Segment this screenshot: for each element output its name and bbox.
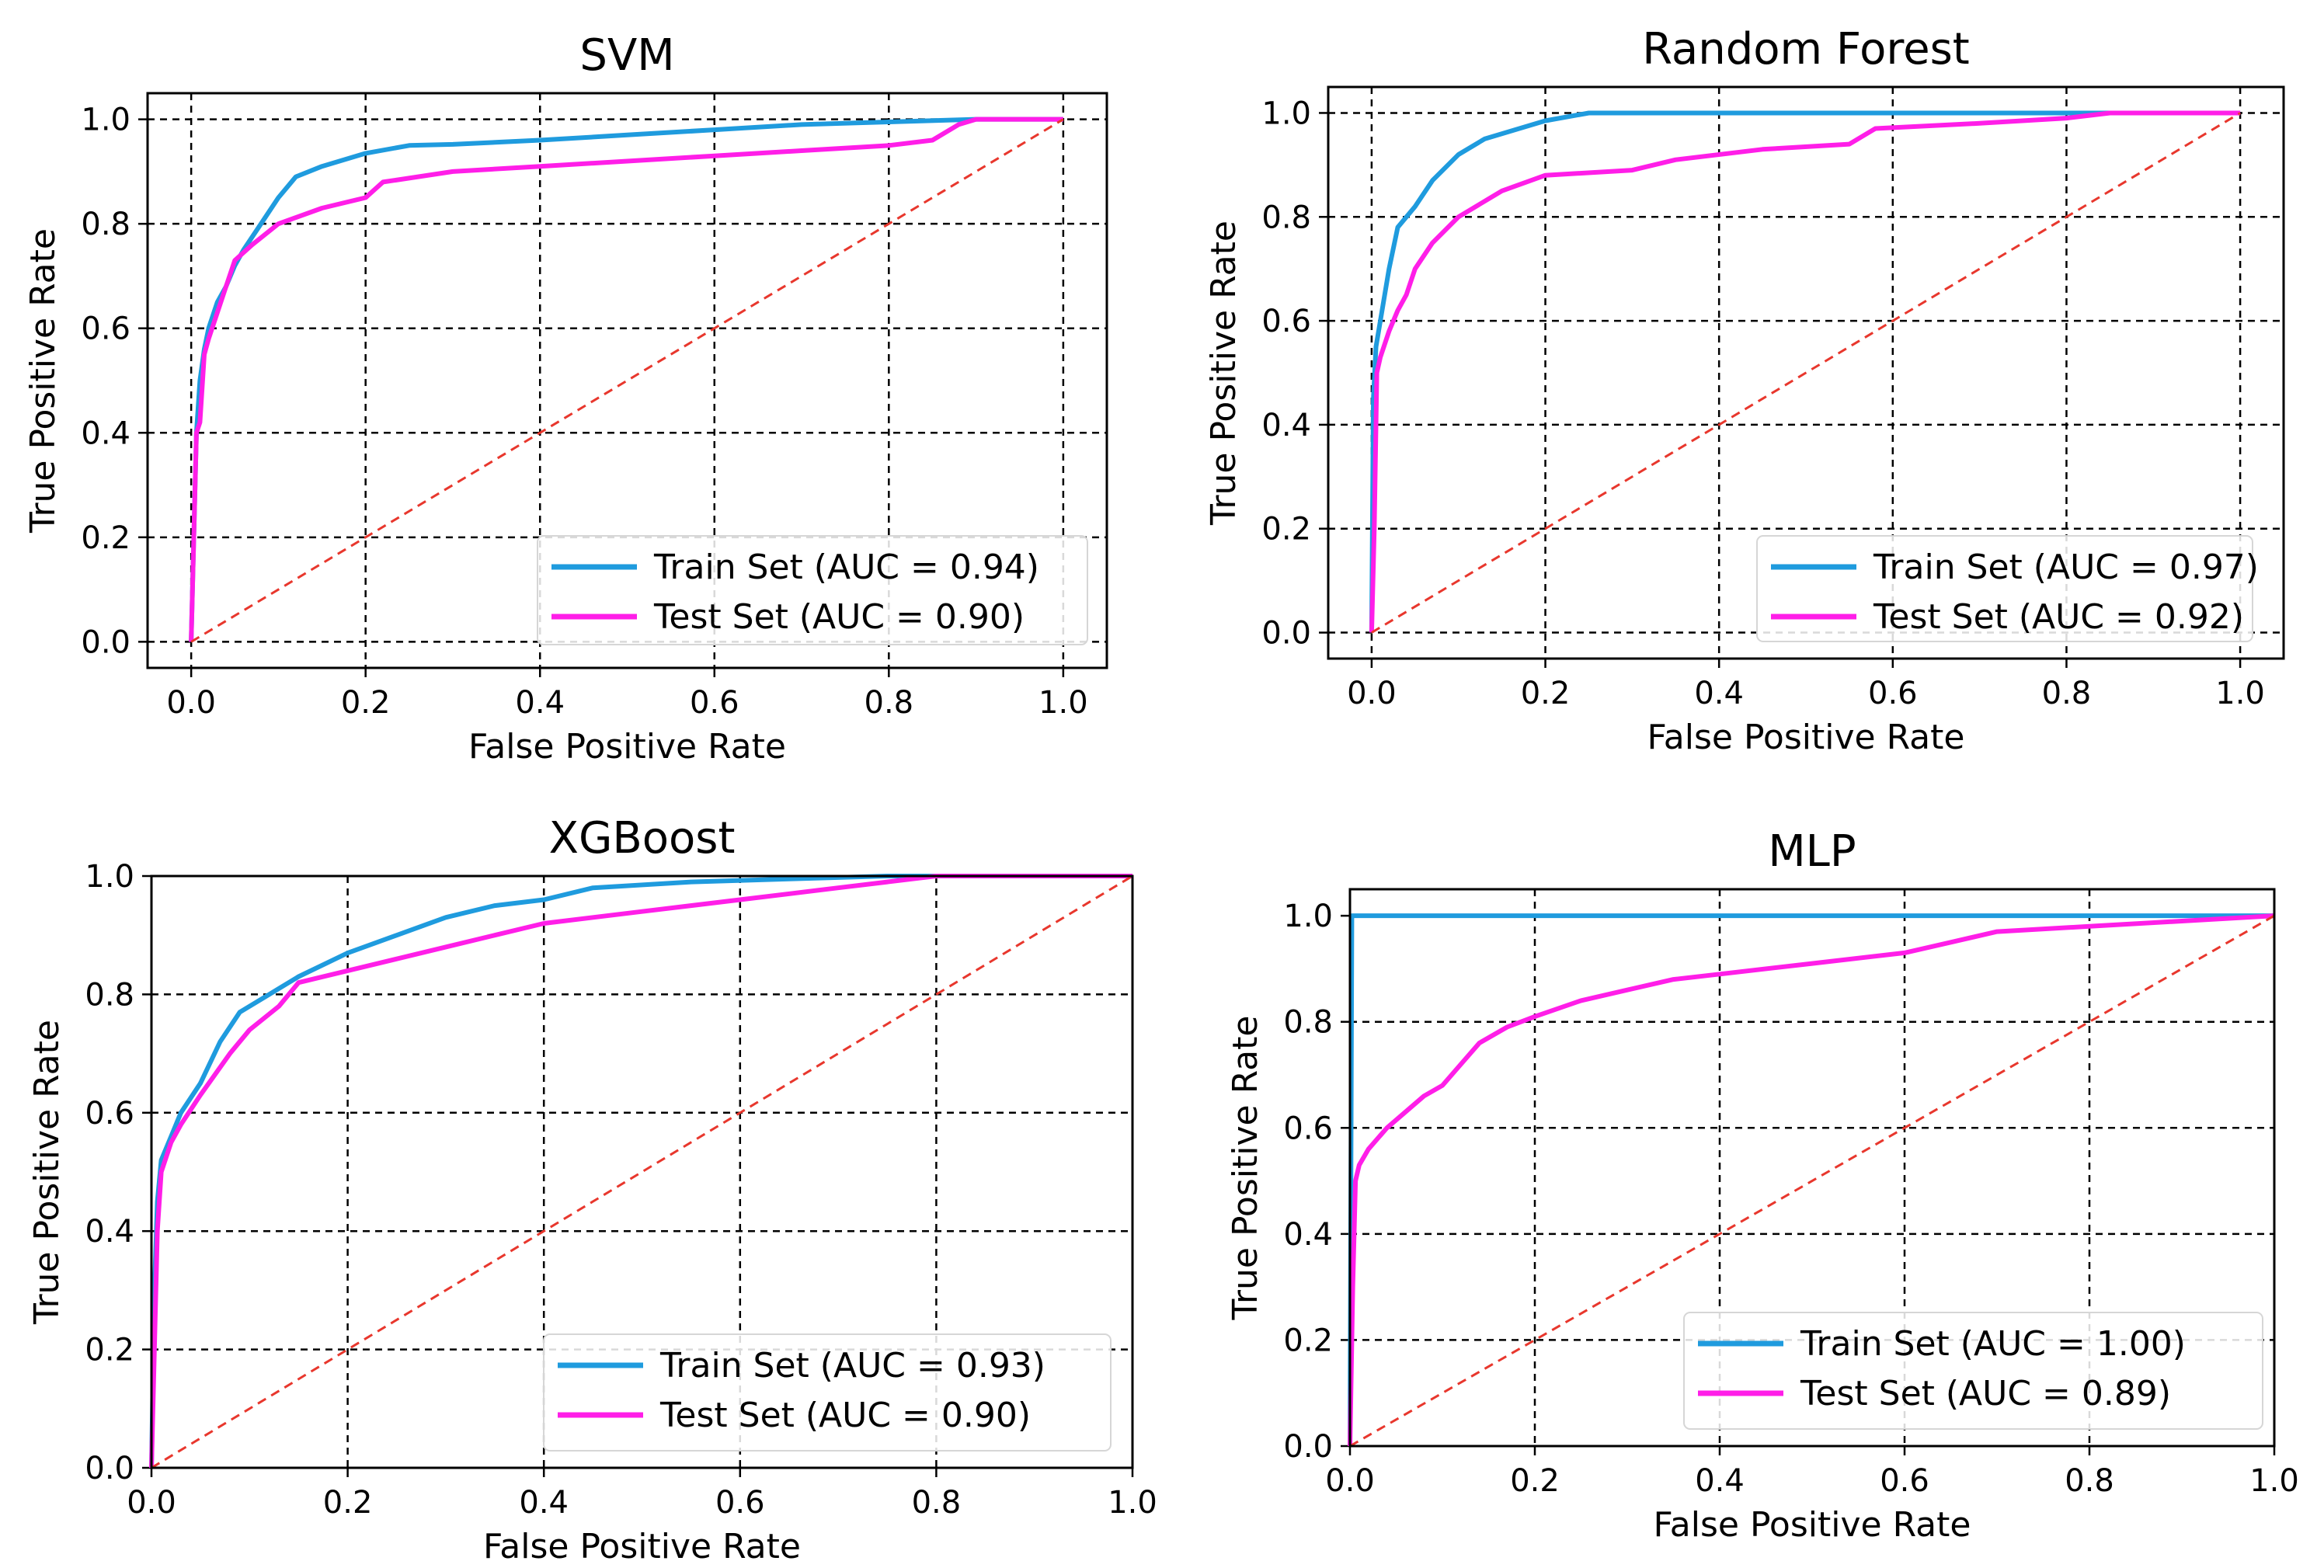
chart-title: MLP [1768, 826, 1856, 877]
y-axis-label: True Positive Rate [1204, 221, 1244, 526]
chance-line [1371, 112, 2241, 634]
x-tick-label: 0.4 [1695, 1463, 1745, 1499]
x-tick-label: 0.8 [2042, 676, 2092, 711]
y-tick-label: 0.8 [85, 977, 134, 1013]
roc-curve [149, 874, 1132, 1469]
chart-panel: 0.0 0.2 0.4 0.6 0.8 1.0 0.0 0.2 0.4 0.6 0.8 1.0 XGBo… [27, 813, 1157, 1566]
y-tick-label: 0.0 [85, 1451, 134, 1486]
legend-box [537, 535, 1088, 645]
legend: Train Set (AUC = 0.94) Test Set (AUC = 0.… [537, 535, 1088, 645]
legend-box [1683, 1312, 2263, 1430]
axes-frame [1348, 888, 2276, 1448]
y-tick-label: 1.0 [1283, 899, 1333, 934]
y-tick-label: 0.2 [1261, 512, 1311, 548]
y-tick-label: 0.4 [81, 415, 130, 451]
chart-panel: 0.0 0.2 0.4 0.6 0.8 1.0 0.0 0.2 0.4 0.6 0.8 1.0 MLP F… [1226, 826, 2299, 1545]
x-tick-label: 1.0 [1038, 685, 1088, 721]
x-tick-label: 0.4 [515, 685, 565, 721]
y-tick-label: 0.4 [85, 1214, 134, 1250]
y-tick-label: 1.0 [1261, 96, 1311, 131]
legend: Train Set (AUC = 0.97) Test Set (AUC = 0.… [1756, 535, 2259, 642]
x-tick-label: 1.0 [1108, 1485, 1157, 1521]
x-tick-label: 1.0 [2249, 1463, 2299, 1499]
y-axis-label: True Positive Rate [27, 1020, 67, 1325]
axes-frame [150, 874, 1134, 1469]
x-tick-label: 0.6 [715, 1485, 765, 1521]
legend-label: Test Set (AUC = 0.90) [659, 1396, 1031, 1435]
roc-curve [1369, 110, 2241, 633]
y-tick-label: 0.8 [81, 207, 130, 242]
roc-curve [1348, 913, 2275, 1447]
chart-title: Random Forest [1642, 24, 1970, 75]
y-tick-label: 0.2 [81, 520, 130, 556]
axes-frame [146, 92, 1108, 669]
legend-box [543, 1333, 1112, 1452]
y-tick-label: 0.0 [1261, 616, 1311, 652]
x-tick-label: 0.0 [166, 685, 216, 721]
legend-label: Test Set (AUC = 0.89) [1800, 1374, 2171, 1413]
y-tick-label: 0.8 [1261, 200, 1311, 235]
y-tick-label: 0.6 [81, 311, 130, 347]
legend: Train Set (AUC = 0.93) Test Set (AUC = 0.… [543, 1333, 1112, 1452]
y-tick-label: 1.0 [81, 103, 130, 138]
x-tick-label: 0.8 [912, 1485, 962, 1521]
chart-title: SVM [579, 30, 674, 81]
x-tick-label: 0.0 [1325, 1463, 1375, 1499]
y-tick-label: 0.0 [1283, 1429, 1333, 1465]
x-axis-label: False Positive Rate [1654, 1505, 1971, 1545]
chance-line [151, 874, 1133, 1469]
y-tick-label: 0.2 [1283, 1323, 1333, 1358]
chance-line [1349, 914, 2275, 1448]
x-tick-label: 0.2 [1510, 1463, 1560, 1499]
y-axis-label: True Positive Rate [23, 228, 63, 534]
y-tick-label: 0.6 [1261, 304, 1311, 339]
legend-label: Test Set (AUC = 0.92) [1873, 597, 2244, 637]
y-tick-label: 0.6 [85, 1096, 134, 1132]
x-tick-label: 0.2 [341, 685, 391, 721]
chance-line [190, 118, 1064, 643]
y-tick-label: 0.8 [1283, 1005, 1333, 1041]
roc-curve [1369, 110, 2241, 633]
chart-panel: 0.0 0.2 0.4 0.6 0.8 1.0 0.0 0.2 0.4 0.6 0.8 1.0 Rand… [1204, 24, 2285, 757]
x-axis-label: False Positive Rate [468, 727, 786, 767]
legend-label: Train Set (AUC = 0.93) [659, 1346, 1045, 1385]
y-axis-label: True Positive Rate [1226, 1016, 1265, 1321]
y-tick-label: 0.0 [81, 624, 130, 660]
legend-box [1756, 535, 2253, 642]
y-tick-label: 0.2 [85, 1333, 134, 1368]
x-tick-label: 0.4 [519, 1485, 569, 1521]
x-tick-label: 0.2 [1521, 676, 1571, 711]
x-tick-label: 0.8 [2065, 1463, 2114, 1499]
x-axis-label: False Positive Rate [1647, 718, 1965, 757]
x-tick-label: 1.0 [2215, 676, 2265, 711]
chart-panel: 0.0 0.2 0.4 0.6 0.8 1.0 0.0 0.2 0.4 0.6 0.8 1.0 SVM F… [23, 30, 1108, 767]
legend-label: Test Set (AUC = 0.90) [653, 597, 1025, 637]
x-axis-label: False Positive Rate [483, 1527, 801, 1566]
x-tick-label: 0.0 [1347, 676, 1397, 711]
y-tick-label: 1.0 [85, 859, 134, 895]
x-tick-label: 0.6 [1880, 1463, 1929, 1499]
y-tick-label: 0.4 [1283, 1217, 1333, 1253]
x-tick-label: 0.0 [127, 1485, 176, 1521]
chart-title: XGBoost [549, 813, 736, 864]
x-tick-label: 0.6 [1868, 676, 1918, 711]
y-tick-label: 0.4 [1261, 408, 1311, 443]
axes-frame [1327, 85, 2285, 660]
x-tick-label: 0.2 [323, 1485, 373, 1521]
roc-curve [189, 116, 1063, 642]
x-tick-label: 0.8 [865, 685, 914, 721]
x-tick-label: 0.6 [690, 685, 739, 721]
legend-label: Train Set (AUC = 0.94) [653, 548, 1039, 587]
y-tick-label: 0.6 [1283, 1111, 1333, 1146]
x-tick-label: 0.4 [1694, 676, 1744, 711]
legend: Train Set (AUC = 1.00) Test Set (AUC = 0.… [1683, 1312, 2263, 1430]
legend-label: Train Set (AUC = 0.97) [1873, 548, 2259, 587]
legend-label: Train Set (AUC = 1.00) [1800, 1324, 2186, 1364]
roc-curve [149, 874, 1132, 1469]
